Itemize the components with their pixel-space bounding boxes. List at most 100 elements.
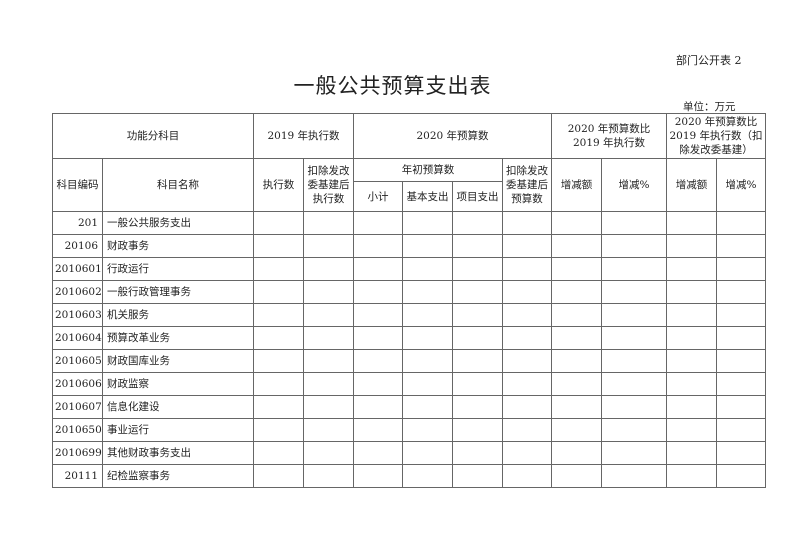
header-change-pct-2: 增减% [716,158,766,212]
header-change-amount-1: 增减额 [551,158,602,212]
value-cell [303,234,354,258]
table-row: 2010601 行政运行 [52,257,766,281]
value-cell [716,349,766,373]
value-cell [253,303,304,327]
value-cell [402,257,453,281]
subject-code: 2010607 [52,395,103,419]
value-cell [452,418,503,442]
value-cell [551,464,602,488]
header-change-amount-2: 增减额 [666,158,717,212]
value-cell [666,395,717,419]
value-cell [303,464,354,488]
subject-name: 财政事务 [102,234,254,258]
value-cell [402,303,453,327]
value-cell [601,441,667,465]
value-cell [716,395,766,419]
subject-name: 机关服务 [102,303,254,327]
subject-name: 行政运行 [102,257,254,281]
header-compare-2019: 2020 年预算数比 2019 年执行数 [551,113,667,159]
subject-name: 纪检监察事务 [102,464,254,488]
value-cell [402,395,453,419]
value-cell [452,211,503,235]
value-cell [601,418,667,442]
value-cell [303,326,354,350]
subject-code: 201 [52,211,103,235]
value-cell [353,464,403,488]
value-cell [666,257,717,281]
header-subtotal: 小计 [353,181,403,212]
value-cell [353,418,403,442]
value-cell [353,395,403,419]
value-cell [666,349,717,373]
value-cell [601,303,667,327]
table-row: 2010607 信息化建设 [52,395,766,419]
value-cell [502,441,552,465]
subject-name: 其他财政事务支出 [102,441,254,465]
header-basic-expense: 基本支出 [402,181,453,212]
value-cell [253,349,304,373]
header-initial-budget: 年初预算数 [353,158,503,182]
value-cell [601,395,667,419]
value-cell [666,326,717,350]
value-cell [353,257,403,281]
subject-name: 一般行政管理事务 [102,280,254,304]
value-cell [402,326,453,350]
value-cell [402,464,453,488]
subject-code: 2010604 [52,326,103,350]
table-row: 201 一般公共服务支出 [52,211,766,235]
table-row: 2010699 其他财政事务支出 [52,441,766,465]
value-cell [253,257,304,281]
value-cell [601,257,667,281]
value-cell [303,257,354,281]
header-budget-2020: 2020 年预算数 [353,113,552,159]
header-project-expense: 项目支出 [452,181,503,212]
table-row: 2010605 财政国库业务 [52,349,766,373]
value-cell [452,464,503,488]
header-subject-code: 科目编码 [52,158,103,212]
header-exec-amount: 执行数 [253,158,304,212]
table-row: 20106 财政事务 [52,234,766,258]
value-cell [402,441,453,465]
value-cell [303,395,354,419]
subject-name: 一般公共服务支出 [102,211,254,235]
value-cell [666,303,717,327]
value-cell [551,349,602,373]
value-cell [716,418,766,442]
header-subject-name: 科目名称 [102,158,254,212]
value-cell [666,211,717,235]
value-cell [551,395,602,419]
value-cell [402,372,453,396]
value-cell [303,303,354,327]
value-cell [666,464,717,488]
value-cell [716,326,766,350]
value-cell [402,211,453,235]
value-cell [666,280,717,304]
value-cell [551,257,602,281]
table-row: 2010603 机关服务 [52,303,766,327]
value-cell [601,372,667,396]
value-cell [303,349,354,373]
subject-name: 信息化建设 [102,395,254,419]
header-exec-excl: 扣除发改委基建后执行数 [303,158,354,212]
value-cell [253,418,304,442]
value-cell [353,372,403,396]
value-cell [551,326,602,350]
value-cell [303,418,354,442]
subject-code: 20111 [52,464,103,488]
value-cell [666,234,717,258]
header-row-3: 小计 基本支出 项目支出 [53,181,766,212]
value-cell [716,234,766,258]
value-cell [666,418,717,442]
value-cell [253,326,304,350]
value-cell [353,303,403,327]
value-cell [551,303,602,327]
value-cell [303,280,354,304]
value-cell [551,234,602,258]
value-cell [452,372,503,396]
value-cell [253,464,304,488]
value-cell [716,441,766,465]
subject-code: 2010605 [52,349,103,373]
value-cell [502,418,552,442]
subject-code: 2010650 [52,418,103,442]
page-title: 一般公共预算支出表 [293,74,492,98]
